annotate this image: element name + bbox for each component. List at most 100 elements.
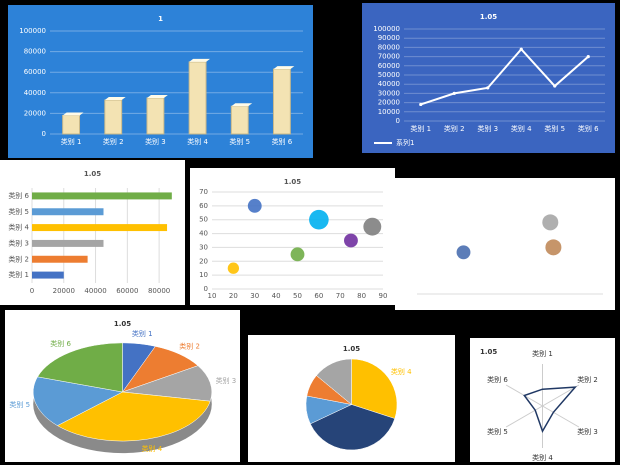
x-tick-label: 50 — [293, 292, 302, 300]
y-tick-label: 30 — [199, 243, 208, 251]
y-tick-label: 0 — [204, 285, 208, 293]
y-tick-label: 50 — [199, 216, 208, 224]
y-tick-label: 类别 5 — [8, 207, 29, 216]
axis-label: 类别 6 — [487, 375, 508, 384]
point — [419, 102, 423, 107]
y-tick-label: 40000 — [378, 80, 400, 88]
bubble — [363, 217, 382, 236]
x-tick-label: 类别 2 — [103, 137, 124, 146]
pie-slice — [351, 358, 398, 419]
panel — [362, 3, 615, 153]
bar — [230, 105, 249, 135]
pie-slice — [56, 391, 211, 442]
legend-label: 系列1 — [396, 138, 414, 147]
bubble — [247, 198, 262, 213]
slice-label: 类别 4 — [391, 367, 412, 376]
x-tick-label: 类别 4 — [187, 137, 208, 146]
chart-title: 1.05 — [284, 178, 301, 186]
bar — [32, 208, 104, 216]
x-tick-label: 0 — [30, 287, 34, 295]
bar-top — [62, 112, 84, 116]
bar — [104, 99, 123, 135]
spoke — [505, 405, 543, 428]
x-tick-label: 80000 — [148, 287, 170, 295]
chart-title: 1.05 — [114, 320, 131, 328]
slice-label: 类别 3 — [216, 376, 237, 385]
panel — [8, 5, 313, 158]
pie-slice — [122, 365, 213, 402]
y-tick-label: 30000 — [378, 89, 400, 97]
x-tick-label: 类别 5 — [544, 124, 565, 133]
x-tick-label: 60 — [314, 292, 323, 300]
x-tick-label: 10 — [208, 292, 217, 300]
slice-label: 类别 5 — [9, 400, 30, 409]
y-tick-label: 80000 — [24, 48, 46, 56]
spoke — [542, 384, 580, 407]
chart-title: 1.05 — [480, 348, 497, 356]
panel — [395, 178, 615, 310]
panel — [0, 160, 185, 305]
bar — [188, 61, 207, 135]
x-tick-label: 类别 3 — [477, 124, 498, 133]
x-tick-label: 类别 3 — [145, 137, 166, 146]
pie-slice — [37, 342, 123, 393]
y-tick-label: 40 — [199, 230, 208, 238]
x-tick-label: 类别 6 — [272, 137, 293, 146]
axis-label: 类别 1 — [532, 349, 553, 358]
point — [452, 91, 456, 95]
bar — [32, 255, 88, 263]
axis-label: 类别 5 — [487, 427, 508, 436]
x-tick-label: 80 — [357, 292, 366, 300]
radar-line — [523, 386, 577, 433]
y-tick-label: 0 — [42, 130, 46, 138]
bubble — [456, 245, 471, 260]
x-tick-label: 类别 4 — [511, 124, 532, 133]
chart-title: 1.05 — [343, 345, 360, 353]
y-tick-label: 类别 3 — [8, 238, 29, 247]
bar — [62, 114, 81, 135]
point — [553, 84, 557, 88]
x-tick-label: 40 — [272, 292, 281, 300]
bubble — [227, 262, 240, 274]
y-tick-label: 40000 — [24, 89, 46, 97]
bubble — [542, 214, 559, 231]
y-tick-label: 20000 — [24, 109, 46, 117]
x-tick-label: 类别 2 — [444, 124, 465, 133]
bar — [146, 97, 165, 135]
y-tick-label: 20000 — [378, 99, 400, 107]
x-tick-label: 类别 5 — [229, 137, 250, 146]
chart-title: 1.05 — [480, 13, 497, 21]
y-tick-label: 类别 6 — [8, 191, 29, 200]
x-tick-label: 20 — [229, 292, 238, 300]
slice-label: 类别 6 — [50, 339, 71, 348]
bar — [32, 271, 64, 279]
line — [420, 47, 589, 106]
point — [486, 86, 490, 90]
bar-top — [189, 58, 211, 62]
y-tick-label: 类别 1 — [8, 270, 29, 279]
bubble — [309, 209, 329, 230]
y-tick-label: 20 — [199, 257, 208, 265]
y-tick-label: 80000 — [378, 43, 400, 51]
bubble — [344, 233, 358, 248]
point — [519, 47, 523, 51]
bar-top — [273, 66, 295, 70]
y-tick-label: 60 — [199, 202, 208, 210]
bar-top — [104, 97, 126, 101]
chart-title: 1 — [158, 15, 163, 23]
x-tick-label: 30 — [250, 292, 259, 300]
slice-label: 类别 4 — [142, 444, 163, 453]
pie-slice — [32, 376, 124, 426]
point — [586, 55, 590, 59]
bar — [32, 224, 168, 232]
x-tick-label: 90 — [379, 292, 388, 300]
x-tick-label: 70 — [336, 292, 345, 300]
y-tick-label: 70 — [199, 188, 208, 196]
axis-label: 类别 3 — [577, 427, 598, 436]
bubble — [545, 239, 562, 256]
x-tick-label: 60000 — [116, 287, 138, 295]
x-tick-label: 40000 — [84, 287, 106, 295]
slice-label: 类别 1 — [132, 329, 153, 338]
